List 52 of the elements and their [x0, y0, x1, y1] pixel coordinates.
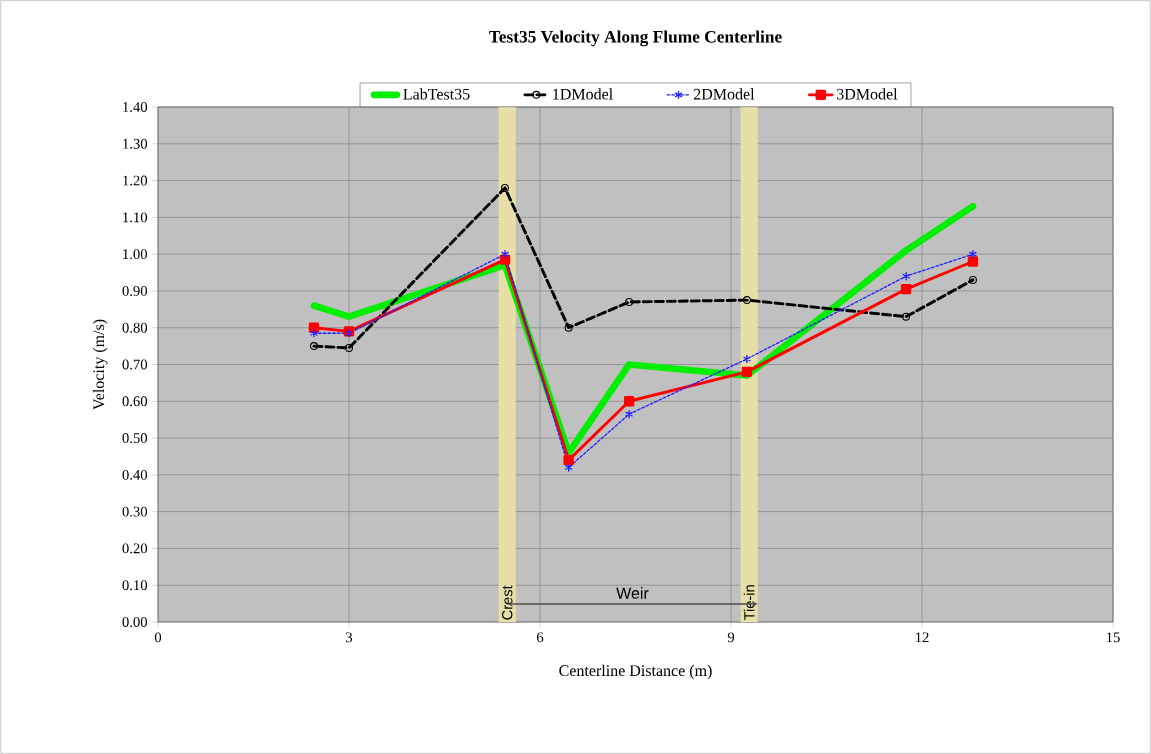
band-label: Tie-in: [743, 585, 755, 621]
point: [741, 366, 753, 378]
y-tick-label: 0.60: [122, 396, 148, 407]
legend-label: 2DModel: [693, 88, 755, 100]
point: [902, 312, 911, 321]
x-tick-label: 9: [727, 632, 735, 643]
point: [500, 183, 509, 192]
y-axis-title: Velocity (m/s): [92, 319, 108, 410]
y-tick-label: 0.40: [122, 469, 148, 480]
chart-title: Test35 Velocity Along Flume Centerline: [489, 30, 782, 47]
point: [743, 354, 751, 364]
y-tick-label: 0.20: [122, 543, 148, 554]
y-tick-label: 0.30: [122, 506, 148, 517]
legend-label: 1DModel: [553, 88, 613, 100]
legend-label: 3DModel: [837, 88, 898, 100]
point: [310, 329, 318, 338]
point: [345, 343, 354, 352]
point: [499, 254, 511, 265]
point: [625, 297, 634, 306]
point: [625, 410, 633, 419]
point: [900, 283, 912, 295]
y-tick-label: 1.00: [123, 249, 148, 260]
y-tick-label: 1.20: [123, 175, 148, 186]
point: [564, 323, 573, 332]
legend-label: LabTest35: [403, 88, 470, 100]
x-tick-label: 0: [154, 632, 162, 643]
y-tick-label: 0.00: [122, 617, 148, 627]
point: [563, 454, 574, 466]
x-tick-label: 12: [915, 632, 929, 643]
point: [309, 342, 318, 351]
point: [968, 275, 977, 284]
y-tick-label: 1.40: [123, 102, 148, 112]
y-tick-label: 0.90: [122, 285, 148, 296]
y-tick-label: 0.80: [122, 322, 148, 333]
x-axis-title: Centerline Distance (m): [559, 664, 712, 680]
point: [969, 250, 977, 259]
point: [564, 463, 573, 472]
y-tick-label: 0.70: [122, 359, 148, 370]
y-tick-label: 1.10: [123, 212, 148, 223]
point: [967, 256, 979, 267]
y-tick-label: 0.50: [122, 433, 148, 444]
x-tick-label: 3: [346, 632, 353, 643]
point: [902, 272, 910, 281]
x-tick-label: 6: [536, 632, 544, 643]
point: [623, 396, 635, 407]
point: [742, 296, 751, 305]
y-tick-label: 1.30: [123, 138, 148, 149]
point: [501, 250, 509, 259]
annotation: Weir: [616, 587, 649, 599]
y-tick-label: 0.10: [122, 580, 148, 591]
band-label: Crest: [502, 585, 513, 620]
x-tick-label: 15: [1106, 632, 1120, 643]
